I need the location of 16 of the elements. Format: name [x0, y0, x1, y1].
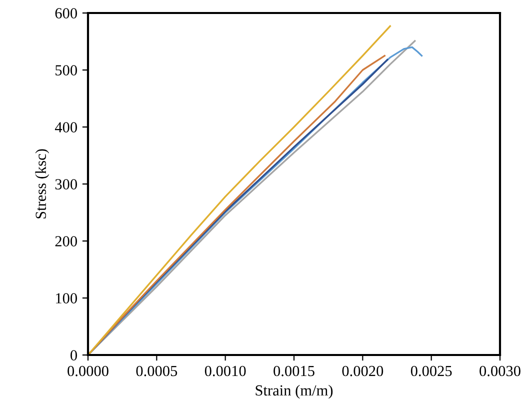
y-tick-label: 300 [55, 179, 77, 190]
x-tick-label: 0.0000 [68, 366, 108, 376]
x-tick-label: 0.0025 [410, 366, 452, 376]
x-tick-label: 0.0030 [480, 366, 520, 376]
x-axis-title: Strain (m/m) [256, 384, 333, 399]
x-tick-label: 0.0015 [274, 366, 314, 376]
y-tick-label: 400 [54, 122, 77, 132]
y-tick-label: 100 [56, 293, 77, 304]
y-axis-title: Stress (ksc) [35, 149, 50, 218]
y-tick-label: 0 [70, 350, 77, 360]
x-tick-label: 0.0005 [136, 366, 178, 376]
y-tick-label: 500 [56, 65, 77, 76]
y-tick-label: 600 [55, 8, 77, 18]
x-tick-label: 0.0020 [342, 366, 384, 376]
x-tick-label: 0.0010 [204, 366, 246, 376]
y-tick-label: 200 [55, 236, 77, 246]
